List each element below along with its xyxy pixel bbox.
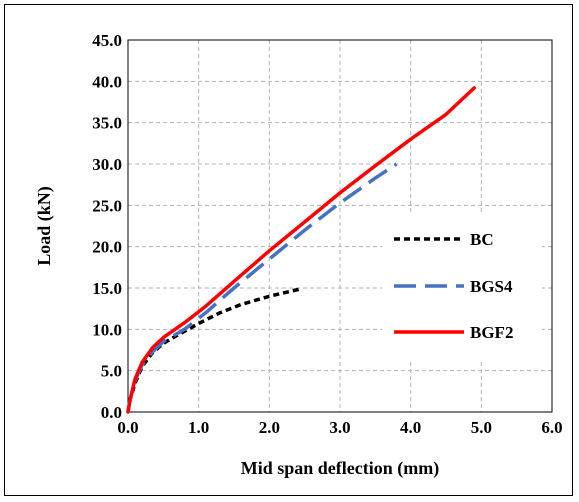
y-axis-title: Load (kN) (34, 186, 55, 266)
plot-area-border (127, 39, 553, 413)
x-tick-label: 1.0 (188, 418, 209, 437)
data-series (126, 86, 477, 414)
y-tick-label: 45.0 (92, 31, 122, 50)
y-tick-label: 30.0 (92, 155, 122, 174)
y-tick-label: 35.0 (92, 114, 122, 133)
gridlines (128, 40, 552, 412)
x-tick-label: 4.0 (400, 418, 421, 437)
x-tick-label: 0.0 (117, 418, 138, 437)
y-tick-label: 5.0 (101, 362, 122, 381)
legend-label-bgf2: BGF2 (470, 323, 513, 342)
x-tick-labels: 0.0 1.0 2.0 3.0 4.0 5.0 6.0 (117, 418, 562, 437)
legend-label-bc: BC (470, 230, 494, 249)
x-tick-label: 6.0 (541, 418, 562, 437)
legend-label-bgs4: BGS4 (470, 277, 513, 296)
x-tick-label: 5.0 (471, 418, 492, 437)
y-tick-label: 10.0 (92, 320, 122, 339)
x-axis-title: Mid span deflection (mm) (241, 458, 439, 479)
x-tick-label: 3.0 (329, 418, 350, 437)
y-tick-label: 0.0 (101, 403, 122, 422)
y-tick-label: 40.0 (92, 72, 122, 91)
y-tick-labels: 0.0 5.0 10.0 15.0 20.0 25.0 30.0 35.0 40.0 45.0 (92, 31, 122, 422)
y-tick-label: 20.0 (92, 238, 122, 257)
legend: BC BGS4 BGF2 (382, 214, 542, 360)
y-tick-label: 15.0 (92, 279, 122, 298)
x-tick-label: 2.0 (259, 418, 280, 437)
y-tick-label: 25.0 (92, 196, 122, 215)
series-line-bgf2 (126, 86, 477, 414)
